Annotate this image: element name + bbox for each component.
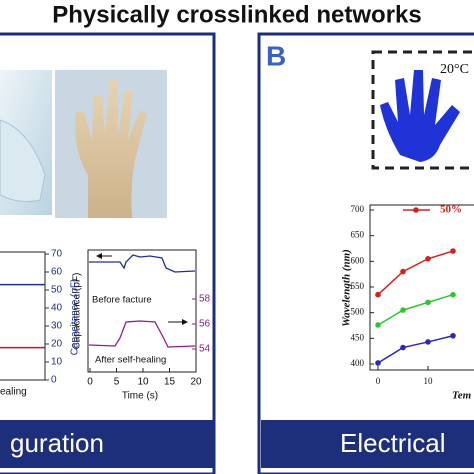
y-tick-label: 54 xyxy=(199,344,211,355)
photo-frame xyxy=(371,50,474,170)
point xyxy=(400,268,406,275)
x-tick-label: 10 xyxy=(424,376,434,386)
point xyxy=(425,339,431,345)
footer-bar xyxy=(0,420,213,468)
y-axis-label: Capacitance (pF) xyxy=(72,273,83,350)
point xyxy=(450,291,456,298)
inset-trace-before xyxy=(89,254,196,273)
series-line xyxy=(377,335,454,364)
point xyxy=(425,299,431,306)
x-tick-label: 15 xyxy=(164,377,176,388)
y-tick-label: 40 xyxy=(51,303,63,314)
point xyxy=(375,360,381,366)
y-tick-label: 10 xyxy=(51,357,63,368)
panel-a-border xyxy=(0,32,216,474)
legend-label: 50% xyxy=(440,204,462,216)
legend-fragment: ealing xyxy=(0,387,27,398)
x-tick-label: 0 xyxy=(376,376,381,386)
arrow-left-head xyxy=(96,253,102,259)
y-axis-label: Capacitance (pF) xyxy=(70,279,81,356)
legend-marker xyxy=(413,207,419,213)
x-axis-label: Time (s) xyxy=(122,391,158,402)
y-tick-label: 550 xyxy=(351,281,365,291)
footer-bar xyxy=(261,420,474,468)
y-tick-label: 60 xyxy=(51,267,63,278)
y-tick-label: 500 xyxy=(351,307,365,317)
y-tick-label: 700 xyxy=(351,204,365,214)
point xyxy=(375,322,381,328)
y-tick-label: 70 xyxy=(51,249,63,260)
inset-trace-after xyxy=(88,320,196,348)
y-tick-label: 30 xyxy=(51,321,63,332)
y-tick-label: 20 xyxy=(51,339,63,350)
x-tick-label: 10 xyxy=(137,377,149,388)
y-tick-label: 0 xyxy=(51,375,57,386)
inset-frame xyxy=(87,249,197,373)
point xyxy=(450,332,456,339)
title: Physically crosslinked networks xyxy=(52,1,422,28)
capacitance-frame xyxy=(0,251,46,381)
x-tick-label: 5 xyxy=(114,377,120,388)
point xyxy=(450,248,456,254)
annotation: Before facture xyxy=(92,295,152,306)
footer-text: guration xyxy=(10,428,104,458)
y-axis-label: Wavelength (nm) xyxy=(341,249,353,327)
point xyxy=(375,291,381,298)
panel-label: B xyxy=(266,40,286,71)
x-axis-label: Tem xyxy=(452,390,472,402)
y-tick-label: 50 xyxy=(51,285,63,296)
series-line xyxy=(377,293,454,326)
y-tick-label: 650 xyxy=(351,230,365,240)
y-tick-label: 450 xyxy=(351,332,365,342)
point xyxy=(400,344,406,351)
point xyxy=(400,307,406,313)
x-tick-label: 20 xyxy=(190,377,202,388)
arrow-right-head xyxy=(182,319,188,325)
y-tick-label: 56 xyxy=(199,319,211,330)
y-tick-label: 600 xyxy=(351,255,365,265)
blue-hand xyxy=(380,70,460,162)
hand xyxy=(75,80,147,218)
panel-b-border xyxy=(257,32,474,474)
y-tick-label: 58 xyxy=(199,294,211,305)
y-tick-label: 400 xyxy=(351,358,365,368)
x-tick-label: 0 xyxy=(87,377,93,388)
glass-vessel xyxy=(0,119,46,203)
series-line xyxy=(377,250,454,296)
photo-label: 20°C xyxy=(440,62,469,77)
footer-text: Electrical xyxy=(340,428,445,458)
point xyxy=(425,255,431,262)
annotation: After self-healing xyxy=(95,355,166,366)
